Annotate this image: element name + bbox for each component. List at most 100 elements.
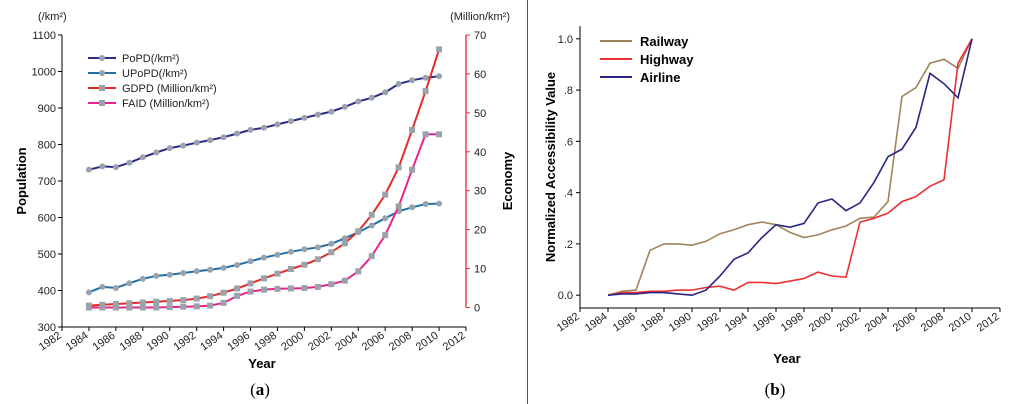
data-point	[422, 74, 429, 81]
data-point	[99, 304, 106, 311]
data-point	[422, 88, 429, 95]
data-point	[193, 303, 200, 310]
x-tick-label: 1992	[695, 311, 722, 335]
data-point	[261, 286, 267, 293]
data-point	[314, 111, 321, 118]
y-left-tick-label: 1100	[32, 30, 56, 42]
x-tick-label: 1994	[198, 330, 225, 354]
data-point	[99, 283, 106, 290]
data-point	[234, 261, 241, 268]
x-tick-label: 1990	[667, 311, 694, 335]
y-tick-label: .4	[564, 188, 573, 200]
y-left-tick-label: 300	[38, 322, 56, 334]
data-point	[395, 164, 402, 171]
data-point	[382, 215, 389, 222]
data-point	[166, 297, 173, 304]
data-point	[422, 200, 429, 207]
data-point	[261, 254, 267, 261]
data-point	[153, 149, 160, 156]
series-line-railway	[607, 38, 973, 296]
data-point	[112, 164, 119, 171]
data-point	[153, 304, 160, 311]
data-point	[180, 269, 187, 276]
data-point	[274, 121, 281, 128]
data-point	[436, 73, 443, 80]
data-point	[139, 275, 146, 282]
x-tick-label: 2012	[441, 330, 468, 354]
data-point	[247, 280, 254, 287]
x-tick-label: 1998	[779, 311, 806, 335]
data-point	[287, 285, 294, 292]
legend-label: PoPD(/km²)	[122, 53, 179, 65]
data-point	[153, 272, 160, 279]
y-left-tick-label: 800	[38, 140, 56, 152]
data-point	[220, 134, 227, 141]
data-point	[341, 235, 348, 242]
x-tick-label: 1984	[64, 330, 91, 354]
data-point	[341, 277, 348, 284]
data-point	[247, 126, 254, 133]
x-tick-label: 1986	[611, 311, 638, 335]
data-point	[153, 298, 160, 305]
x-tick-label: 1994	[723, 311, 750, 335]
data-point	[274, 285, 281, 292]
legend-marker	[99, 85, 105, 91]
x-tick-label: 1996	[751, 311, 778, 335]
data-point	[180, 297, 187, 304]
y-left-unit: (/km²)	[38, 11, 67, 23]
data-point	[355, 228, 362, 235]
legend-label: GDPD (Million/km²)	[122, 83, 217, 95]
x-tick-label: 2006	[360, 330, 387, 354]
data-point	[301, 114, 308, 121]
y-tick-label: .2	[564, 239, 573, 251]
y-right-tick-label: 70	[474, 30, 486, 42]
data-point	[220, 289, 227, 296]
data-point	[207, 266, 214, 273]
data-point	[85, 304, 92, 311]
data-point	[85, 289, 92, 296]
data-point	[234, 130, 241, 137]
data-point	[382, 89, 389, 96]
x-tick-label: 2004	[863, 311, 890, 335]
x-tick-label: 2002	[835, 311, 862, 335]
legend-label: UPoPD(/km²)	[122, 68, 187, 80]
data-point	[301, 261, 308, 268]
legend-label: Highway	[640, 52, 694, 67]
data-point	[341, 103, 348, 110]
data-point	[382, 232, 389, 239]
y-axis-label: Normalized Accessibility Value	[543, 72, 558, 262]
data-point	[207, 302, 214, 309]
x-tick-label: 1996	[225, 330, 252, 354]
data-point	[328, 240, 335, 247]
data-point	[139, 304, 146, 311]
data-point	[409, 126, 416, 133]
data-point	[368, 94, 375, 101]
y-right-tick-label: 40	[474, 147, 486, 159]
data-point	[301, 246, 308, 253]
data-point	[99, 163, 106, 170]
data-point	[166, 145, 173, 152]
x-tick-label: 1984	[583, 311, 610, 335]
data-point	[261, 124, 267, 131]
legend-label: FAID (Million/km²)	[122, 98, 209, 110]
series-line-airline	[607, 38, 973, 297]
data-point	[355, 268, 362, 275]
data-point	[436, 131, 443, 138]
y-left-tick-label: 900	[38, 103, 56, 115]
chart-a: (/km²) (Million/km²)300400500600700800900…	[14, 11, 515, 371]
y-left-axis-label: Population	[14, 147, 29, 214]
legend-label: Railway	[640, 34, 689, 49]
data-point	[112, 284, 119, 291]
data-point	[355, 98, 362, 105]
x-tick-label: 2010	[414, 330, 441, 354]
data-point	[409, 166, 416, 173]
x-tick-label: 2008	[387, 330, 414, 354]
data-point	[234, 292, 241, 299]
x-tick-label: 2010	[947, 311, 974, 335]
x-tick-label: 2008	[919, 311, 946, 335]
data-point	[112, 304, 119, 311]
y-right-axis-label: Economy	[500, 151, 515, 210]
data-point	[436, 46, 443, 53]
x-tick-label: 2000	[807, 311, 834, 335]
